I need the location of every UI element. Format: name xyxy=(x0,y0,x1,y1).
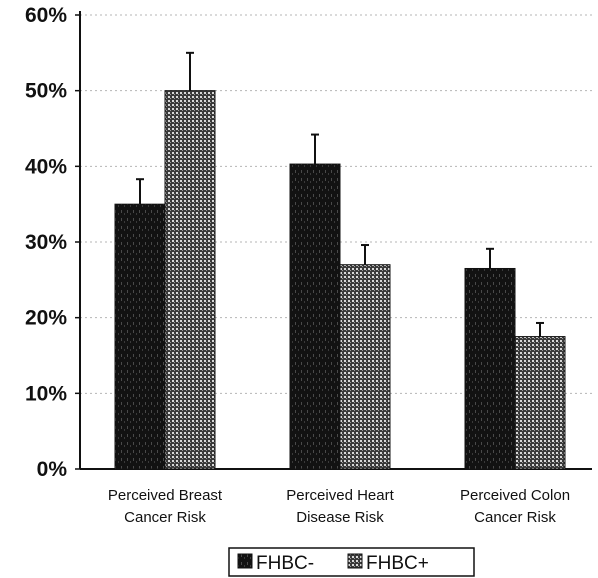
bar-fhbc--1 xyxy=(289,163,341,470)
category-label: Perceived Breast xyxy=(108,487,223,504)
legend-box xyxy=(228,547,475,577)
bar-fhbc--2 xyxy=(464,267,516,470)
y-tick-label: 60% xyxy=(25,4,67,27)
bar-fhbc--0 xyxy=(114,203,166,470)
category-label: Disease Risk xyxy=(296,509,384,526)
bar-fhbc--0 xyxy=(164,90,216,470)
y-tick-label: 40% xyxy=(25,155,67,178)
legend-label: FHBC+ xyxy=(366,553,429,574)
category-label: Cancer Risk xyxy=(124,509,206,526)
y-tick-label: 0% xyxy=(37,458,68,481)
legend-swatch-fhbc- xyxy=(347,553,363,569)
bar-fhbc--2 xyxy=(514,336,566,470)
y-tick-label: 50% xyxy=(25,80,67,103)
axis-labels: 0% 10% 20% 30% 40% 50% 60% Perceived Breast Canc… xyxy=(25,4,570,526)
category-label: Perceived Colon xyxy=(460,487,570,504)
legend-swatch-fhbc- xyxy=(237,553,253,569)
category-label: Perceived Heart xyxy=(286,487,394,504)
y-tick-label: 10% xyxy=(25,382,67,405)
y-tick-label: 20% xyxy=(25,307,67,330)
category-label: Cancer Risk xyxy=(474,509,556,526)
y-tick-label: 30% xyxy=(25,231,67,254)
legend-label: FHBC- xyxy=(256,553,314,574)
bar-fhbc--1 xyxy=(339,264,391,470)
bars xyxy=(114,51,566,470)
legend: FHBC- FHBC+ xyxy=(228,547,475,577)
